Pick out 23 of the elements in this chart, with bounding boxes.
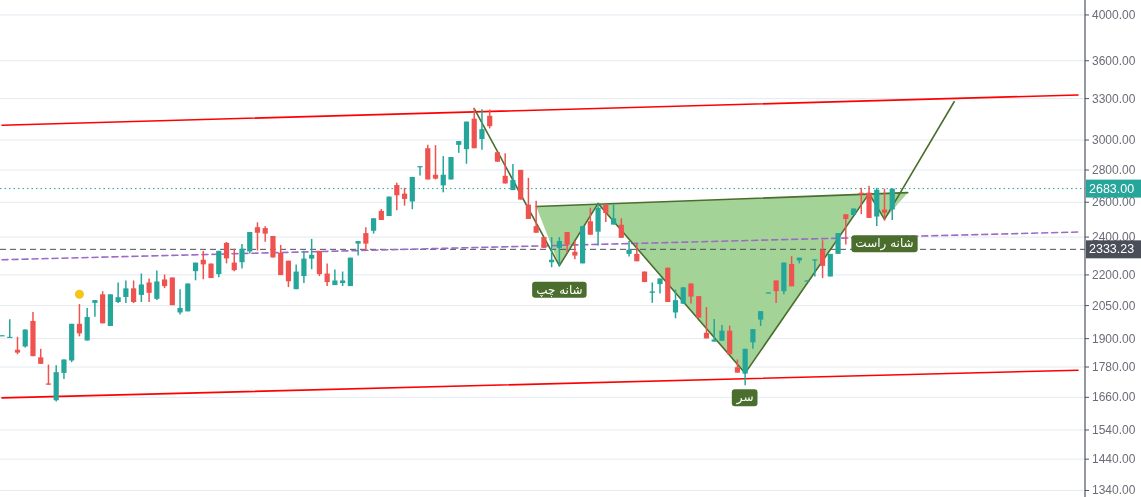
y-tick-label: 1780.00: [1092, 360, 1136, 374]
annotation: سر: [735, 390, 754, 406]
candlestick: [45, 363, 52, 386]
y-tick-label: 3000.00: [1092, 133, 1136, 148]
candlestick: [649, 281, 655, 304]
y-tick-label: 2600.00: [1092, 195, 1136, 210]
y-tick-label: 3300.00: [1092, 91, 1136, 106]
ref-line-label: 2683.00: [1089, 181, 1135, 196]
y-tick-label: 2800.00: [1092, 163, 1136, 178]
candlestick: [812, 258, 818, 278]
y-tick-label: 2200.00: [1092, 267, 1136, 282]
y-tick-label: 1540.00: [1092, 422, 1136, 437]
y-tick-label: 1340.00: [1092, 483, 1136, 497]
annotation: شانه چپ: [536, 282, 583, 297]
y-tick-label: 3600.00: [1092, 53, 1136, 68]
annotation: شانه راست: [855, 236, 914, 252]
y-tick-label: 1440.00: [1092, 452, 1136, 467]
ref-line-label: 2333.23: [1089, 242, 1135, 257]
y-tick-label: 2050.00: [1092, 298, 1136, 313]
y-tick-label: 1900.00: [1092, 331, 1136, 346]
line-series: [473, 100, 955, 374]
y-tick-label: 1660.00: [1092, 390, 1136, 405]
y-tick-label: 4000.00: [1092, 7, 1136, 22]
